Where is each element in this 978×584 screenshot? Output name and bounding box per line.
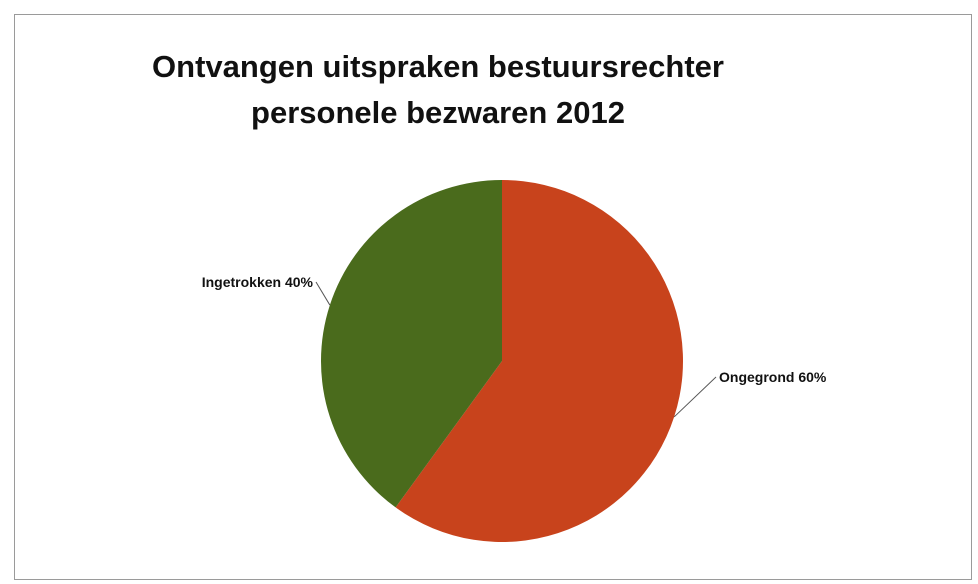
label-leaders xyxy=(315,281,717,418)
leader-line-2 xyxy=(315,281,331,306)
leader-line-1 xyxy=(673,376,717,418)
chart-title: Ontvangen uitspraken bestuursrechter per… xyxy=(0,44,876,136)
slice-labels: Ongegrond 60% Ingetrokken 40% xyxy=(202,274,827,385)
pie-slice-2 xyxy=(320,180,502,508)
slice-label-2: Ingetrokken 40% xyxy=(202,274,314,290)
pie-slice-1 xyxy=(395,180,683,542)
slice-label-1: Ongegrond 60% xyxy=(719,369,827,385)
pie-slices xyxy=(320,180,683,542)
chart-title-line-1: Ontvangen uitspraken bestuursrechter xyxy=(152,49,724,84)
chart-title-line-2: personele bezwaren 2012 xyxy=(251,95,625,130)
